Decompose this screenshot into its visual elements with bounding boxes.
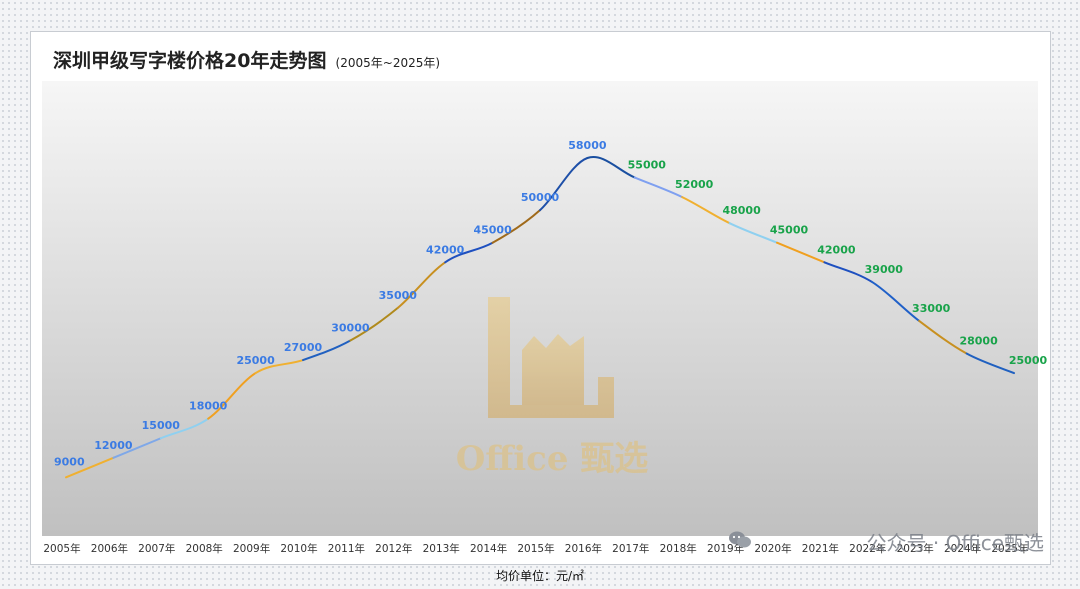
x-tick-label: 2023年 (897, 542, 934, 555)
line-segment (776, 241, 826, 264)
x-axis-ticks: 2005年 2006年 2007年 2008年 2009年 2010年 2011年 2012年… (43, 542, 1028, 555)
data-label: 9000 (54, 455, 85, 468)
logo-watermark-text: Office 甄选 (456, 439, 649, 479)
wechat-icon (729, 531, 751, 548)
chart-subtitle: (2005年~2025年) (335, 56, 441, 70)
x-tick-label: 2010年 (280, 542, 317, 555)
data-label: 15000 (142, 419, 181, 432)
data-label: 25000 (236, 354, 275, 367)
data-label: 55000 (628, 159, 667, 172)
corner-watermark: 公众号 · Office甄选 (866, 531, 1044, 555)
unit-note: 均价单位：元/㎡ (495, 569, 585, 583)
line-segment (349, 306, 399, 342)
line-segment (728, 222, 778, 244)
data-labels: 9000 12000 15000 18000 25000 27000 30000 35000 4… (54, 139, 1047, 468)
title-row: 深圳甲级写字楼价格20年走势图 (2005年~2025年) (53, 46, 440, 73)
x-tick-label: 2019年 (707, 542, 744, 555)
data-label: 45000 (473, 224, 512, 237)
x-tick-label: 2017年 (612, 542, 649, 555)
line-segment (870, 280, 921, 322)
data-label: 42000 (426, 243, 465, 256)
x-tick-label: 2025年 (991, 542, 1028, 555)
x-tick-label: 2009年 (233, 542, 270, 555)
data-label: 48000 (722, 204, 761, 217)
data-label: 52000 (675, 178, 714, 191)
data-label: 50000 (521, 191, 560, 204)
x-tick-label: 2006年 (91, 542, 128, 555)
line-segment (112, 437, 162, 459)
x-tick-label: 2013年 (423, 542, 460, 555)
data-label: 33000 (912, 302, 951, 315)
data-label: 35000 (379, 289, 418, 302)
line-segment (302, 339, 352, 362)
x-tick-label: 2005年 (43, 542, 80, 555)
x-tick-label: 2008年 (186, 542, 223, 555)
series-line (65, 156, 1015, 479)
data-label: 45000 (770, 224, 809, 237)
line-segment (65, 456, 115, 479)
data-label: 58000 (568, 139, 607, 152)
x-tick-label: 2021年 (802, 542, 839, 555)
data-label: 18000 (189, 400, 228, 413)
x-tick-label: 2018年 (660, 542, 697, 555)
data-label: 25000 (1009, 354, 1048, 367)
line-segment (444, 241, 494, 264)
x-tick-label: 2015年 (517, 542, 554, 555)
x-tick-label: 2014年 (470, 542, 507, 555)
chart-title: 深圳甲级写字楼价格20年走势图 (53, 50, 327, 72)
data-label: 27000 (284, 341, 323, 354)
line-segment (823, 261, 873, 283)
x-tick-label: 2020年 (754, 542, 791, 555)
data-label: 39000 (865, 263, 904, 276)
line-segment (207, 372, 257, 420)
line-segment (681, 196, 731, 225)
line-segment (633, 176, 684, 199)
data-label: 12000 (94, 439, 133, 452)
data-label: 42000 (817, 243, 856, 256)
x-tick-label: 2024年 (944, 542, 981, 555)
line-segment (159, 417, 210, 440)
line-segment (491, 209, 541, 244)
data-label: 30000 (331, 321, 370, 334)
office-logo-watermark: Office 甄选 (456, 297, 649, 479)
x-tick-label: 2007年 (138, 542, 175, 555)
data-label: 28000 (959, 335, 998, 348)
line-segment (539, 157, 589, 212)
x-tick-label: 2011年 (328, 542, 365, 555)
x-tick-label: 2012年 (375, 542, 412, 555)
line-segment (965, 352, 1015, 375)
line-segment (586, 156, 636, 179)
drop-lines (65, 158, 1015, 536)
line-segment (918, 319, 968, 355)
line-segment (254, 359, 304, 375)
x-tick-label: 2016年 (565, 542, 602, 555)
x-tick-label: 2022年 (849, 542, 886, 555)
line-segment (396, 261, 447, 309)
